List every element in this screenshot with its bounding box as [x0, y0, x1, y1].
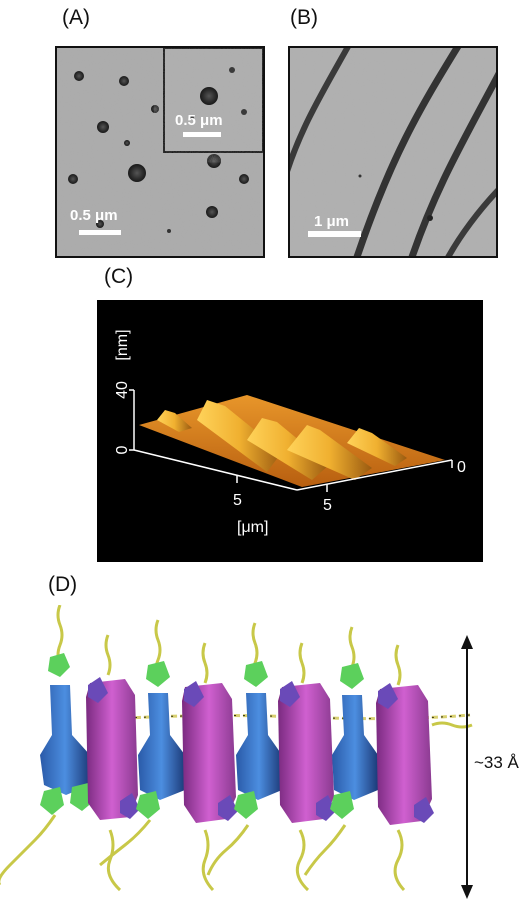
panel-b-image: 1 μm: [290, 48, 496, 256]
green-ring: [244, 661, 268, 687]
green-ring: [48, 653, 70, 677]
particle: [359, 175, 362, 178]
y-tick-label-end: 0: [457, 459, 466, 476]
molecular-unit: [0, 605, 94, 885]
molecular-unit: [86, 635, 140, 890]
vesicle: [167, 229, 171, 233]
blue-core: [236, 693, 282, 800]
inset-vesicle: [200, 87, 218, 105]
vesicle: [239, 174, 249, 184]
panel-b-scale-bar: [308, 231, 361, 237]
panel-d-molecular-model: ~33 Å: [0, 605, 528, 915]
z-tick-label-top: 40: [114, 381, 131, 399]
green-ring: [136, 791, 160, 819]
panel-a-inset: 0.5 μm: [164, 48, 263, 152]
vesicle: [119, 76, 129, 86]
alkyl-chain: [305, 825, 345, 875]
panel-a-label: (A): [62, 6, 90, 30]
vesicle: [68, 174, 78, 184]
alkyl-chain: [297, 830, 308, 890]
panel-d-label: (D): [48, 573, 77, 597]
inset-scale-bar: [183, 132, 221, 137]
inset-vesicle: [241, 109, 247, 115]
green-ring: [146, 661, 170, 687]
alkyl-chain: [100, 820, 150, 865]
alkyl-chain: [208, 825, 248, 875]
alkyl-chain: [0, 815, 55, 885]
panel-c-label: (C): [104, 265, 133, 289]
alkyl-chain: [396, 645, 400, 685]
panel-b-label: (B): [290, 6, 318, 30]
molecular-unit: [182, 643, 238, 890]
y-tick-label: 5: [323, 497, 332, 514]
molecular-unit: [376, 645, 472, 890]
vesicle: [74, 71, 84, 81]
green-ring: [340, 663, 364, 689]
blue-core: [332, 695, 378, 800]
panel-b-scale-label: 1 μm: [314, 213, 349, 230]
main-scale-label: 0.5 μm: [70, 207, 118, 224]
vesicle: [128, 164, 146, 182]
alkyl-chain: [300, 643, 304, 683]
green-ring: [40, 787, 64, 815]
vesicle: [151, 105, 159, 113]
alkyl-chain: [203, 830, 213, 890]
x-tick-label: 5: [233, 492, 242, 509]
panel-b-micrograph: 1 μm: [288, 46, 498, 258]
inset-vesicle: [229, 67, 235, 73]
arrow-head-up: [461, 635, 473, 649]
alkyl-chain: [108, 830, 120, 890]
blue-core: [40, 685, 90, 795]
vesicle: [206, 206, 218, 218]
panel-d-drawing: ~33 Å: [0, 605, 528, 915]
xy-axis-unit: [μm]: [237, 519, 268, 536]
alkyl-chain: [395, 830, 404, 890]
vesicle: [207, 154, 221, 168]
arrow-head-down: [461, 885, 473, 899]
z-axis-unit: [nm]: [114, 329, 131, 360]
alkyl-chain: [106, 635, 110, 675]
dimension-label: ~33 Å: [474, 753, 520, 772]
vesicle: [124, 140, 130, 146]
panel-c-plot: [nm] 40 0 5 5 0 [μm]: [97, 300, 483, 562]
molecular-unit: [278, 643, 336, 890]
inset-scale-label: 0.5 μm: [175, 112, 223, 129]
panel-a-micrograph: 0.5 μm 0.5 μm: [55, 46, 265, 258]
z-tick-label-bottom: 0: [114, 445, 131, 454]
panel-a-image: 0.5 μm 0.5 μm: [57, 48, 263, 256]
vesicle: [97, 121, 109, 133]
particle: [427, 215, 433, 221]
alkyl-chain: [203, 643, 207, 683]
green-ring: [234, 791, 258, 819]
main-scale-bar: [79, 230, 121, 235]
blue-core: [138, 693, 185, 800]
height-dimension: ~33 Å: [461, 635, 520, 899]
panel-c-afm-image: [nm] 40 0 5 5 0 [μm]: [97, 300, 483, 562]
